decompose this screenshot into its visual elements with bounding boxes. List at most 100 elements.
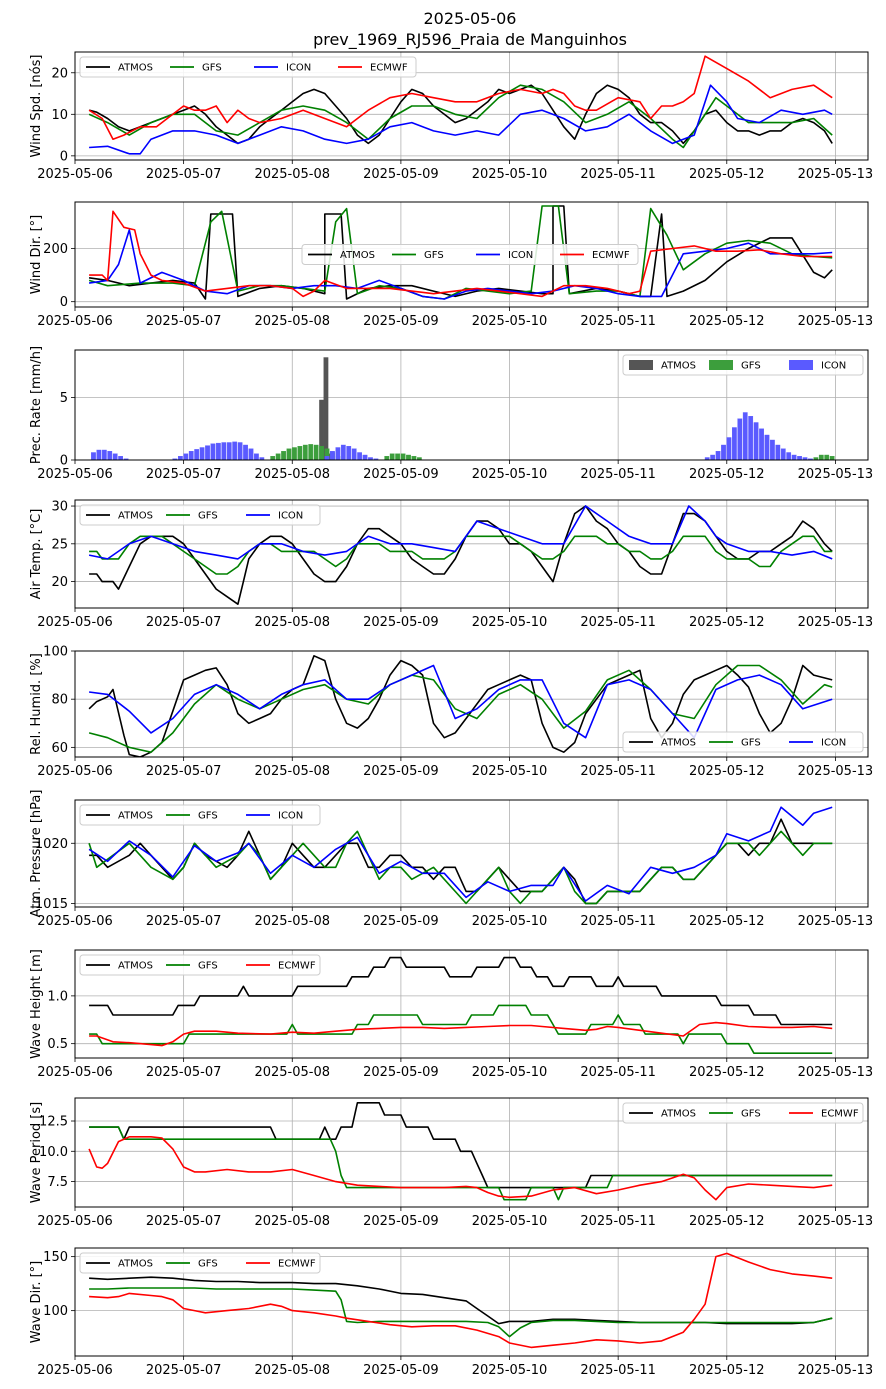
x-tick-label: 2025-05-09	[363, 467, 439, 482]
bar-gfs	[824, 454, 830, 460]
x-tick-label: 2025-05-06	[37, 467, 113, 482]
bar-icon	[759, 428, 764, 460]
legend-label-atmos: ATMOS	[661, 738, 696, 749]
panel-air-temperature: 2025-05-06 2025-05-07 2025-05-08 2025-05-09…	[29, 499, 874, 630]
y-axis-label: Rel. Humid. [%]	[29, 653, 44, 755]
bar-icon	[780, 448, 786, 460]
x-tick-label: 2025-05-11	[580, 1214, 656, 1229]
y-tick-label: 100	[43, 645, 68, 660]
x-tick-label: 2025-05-06	[37, 1214, 113, 1229]
plot-area	[88, 655, 833, 757]
x-tick-label: 2025-05-12	[689, 1214, 765, 1229]
bar-icon	[373, 458, 379, 460]
bar-icon	[764, 434, 770, 460]
bar-icon	[726, 437, 732, 460]
legend-box	[79, 56, 417, 78]
legend-label-icon: ICON	[508, 250, 533, 261]
bar-icon	[721, 444, 726, 460]
axes-frame	[74, 650, 869, 758]
plot-area	[88, 205, 833, 300]
x-axis: 2025-05-06 2025-05-07 2025-05-08 2025-05-09…	[37, 460, 873, 482]
bar-icon	[753, 422, 759, 460]
bar-icon	[737, 418, 743, 460]
x-tick-label: 2025-05-08	[254, 1065, 330, 1080]
legend: ATMOS GFS ECMWF	[622, 1102, 864, 1124]
x-tick-label: 2025-05-13	[798, 1363, 874, 1378]
y-axis-label: Prec. Rate [mm/h]	[29, 346, 44, 464]
x-tick-label: 2025-05-10	[472, 167, 548, 182]
bar-icon	[259, 457, 265, 460]
legend: ATMOS GFS ICON ECMWF	[79, 56, 417, 78]
x-tick-label: 2025-05-06	[37, 914, 113, 929]
figure-title-station: prev_1969_RJ596_Praia de Manguinhos	[313, 30, 627, 50]
x-axis: 2025-05-06 2025-05-07 2025-05-08 2025-05-09…	[37, 1356, 873, 1378]
y-tick-label: 7.5	[47, 1175, 68, 1190]
y-tick-label: 0	[60, 295, 68, 310]
x-tick-label: 2025-05-10	[472, 615, 548, 630]
y-tick-label: 10.0	[39, 1145, 68, 1160]
legend: ATMOS GFS ICON ECMWF	[301, 244, 639, 265]
bar-icon	[368, 457, 373, 460]
panel-precip-rate: 2025-05-06 2025-05-07 2025-05-08 2025-05-09…	[29, 346, 873, 482]
y-tick-label: 0.5	[47, 1037, 68, 1052]
x-tick-label: 2025-05-10	[472, 914, 548, 929]
x-tick-label: 2025-05-13	[798, 615, 874, 630]
bar-gfs	[829, 456, 835, 460]
bar-icon	[808, 458, 813, 460]
bar-icon	[335, 447, 341, 460]
y-tick-label: 5	[60, 391, 68, 406]
axes-frame	[74, 499, 869, 609]
bar-icon	[802, 457, 808, 460]
legend-box	[622, 1102, 864, 1124]
x-tick-label: 2025-05-13	[798, 167, 874, 182]
y-tick-label: 20	[51, 575, 68, 590]
bar-icon	[748, 416, 754, 460]
legend-box	[301, 244, 639, 265]
bar-icon	[101, 449, 107, 460]
y-tick-label: 60	[51, 741, 68, 756]
panel-wave-height: 2025-05-06 2025-05-07 2025-05-08 2025-05-09…	[29, 949, 873, 1080]
y-axis-label: Wave Period [s]	[29, 1102, 44, 1203]
y-axis: 0 10 20 Wind Spd. [nós]	[29, 55, 75, 164]
bar-icon	[770, 439, 775, 460]
series-line-ecmwf	[88, 1136, 833, 1201]
x-axis: 2025-05-06 2025-05-07 2025-05-08 2025-05-09…	[37, 907, 873, 929]
bar-gfs	[286, 448, 292, 460]
x-tick-label: 2025-05-10	[472, 764, 548, 779]
legend-label-atmos: ATMOS	[661, 1109, 696, 1120]
x-tick-label: 2025-05-06	[37, 1363, 113, 1378]
legend-label-icon: ICON	[278, 511, 303, 522]
bar-icon	[237, 442, 243, 460]
bar-icon	[221, 442, 227, 460]
y-axis-label: Wind Spd. [nós]	[29, 55, 44, 158]
series-line-icon	[88, 664, 833, 739]
series-line-icon	[88, 806, 833, 902]
x-axis: 2025-05-06 2025-05-07 2025-05-08 2025-05-09…	[37, 307, 873, 329]
plot-area	[88, 806, 833, 905]
bar-icon	[324, 456, 330, 460]
legend-box	[622, 731, 864, 753]
series-line-gfs	[89, 1287, 833, 1338]
series-line-ecmwf	[88, 55, 833, 140]
bar-icon	[797, 456, 802, 460]
plot-area	[89, 956, 833, 1054]
x-tick-label: 2025-05-07	[146, 1363, 222, 1378]
legend-label-atmos: ATMOS	[340, 250, 375, 261]
y-axis-label: Air Temp. [°C]	[29, 509, 44, 600]
plot-area	[88, 55, 833, 155]
legend-label-atmos: ATMOS	[661, 361, 696, 372]
legend-label-icon: ICON	[278, 811, 303, 822]
x-tick-label: 2025-05-10	[472, 1363, 548, 1378]
bar-icon	[791, 454, 797, 460]
x-tick-label: 2025-05-08	[254, 1214, 330, 1229]
series-line-atmos	[88, 655, 833, 757]
bar-icon	[330, 451, 335, 460]
series-line-gfs	[88, 830, 833, 905]
y-axis-label: Atm. Pressure [hPa]	[29, 790, 44, 918]
x-tick-label: 2025-05-13	[798, 1214, 874, 1229]
y-tick-label: 10	[51, 108, 68, 123]
x-tick-label: 2025-05-10	[472, 1214, 548, 1229]
